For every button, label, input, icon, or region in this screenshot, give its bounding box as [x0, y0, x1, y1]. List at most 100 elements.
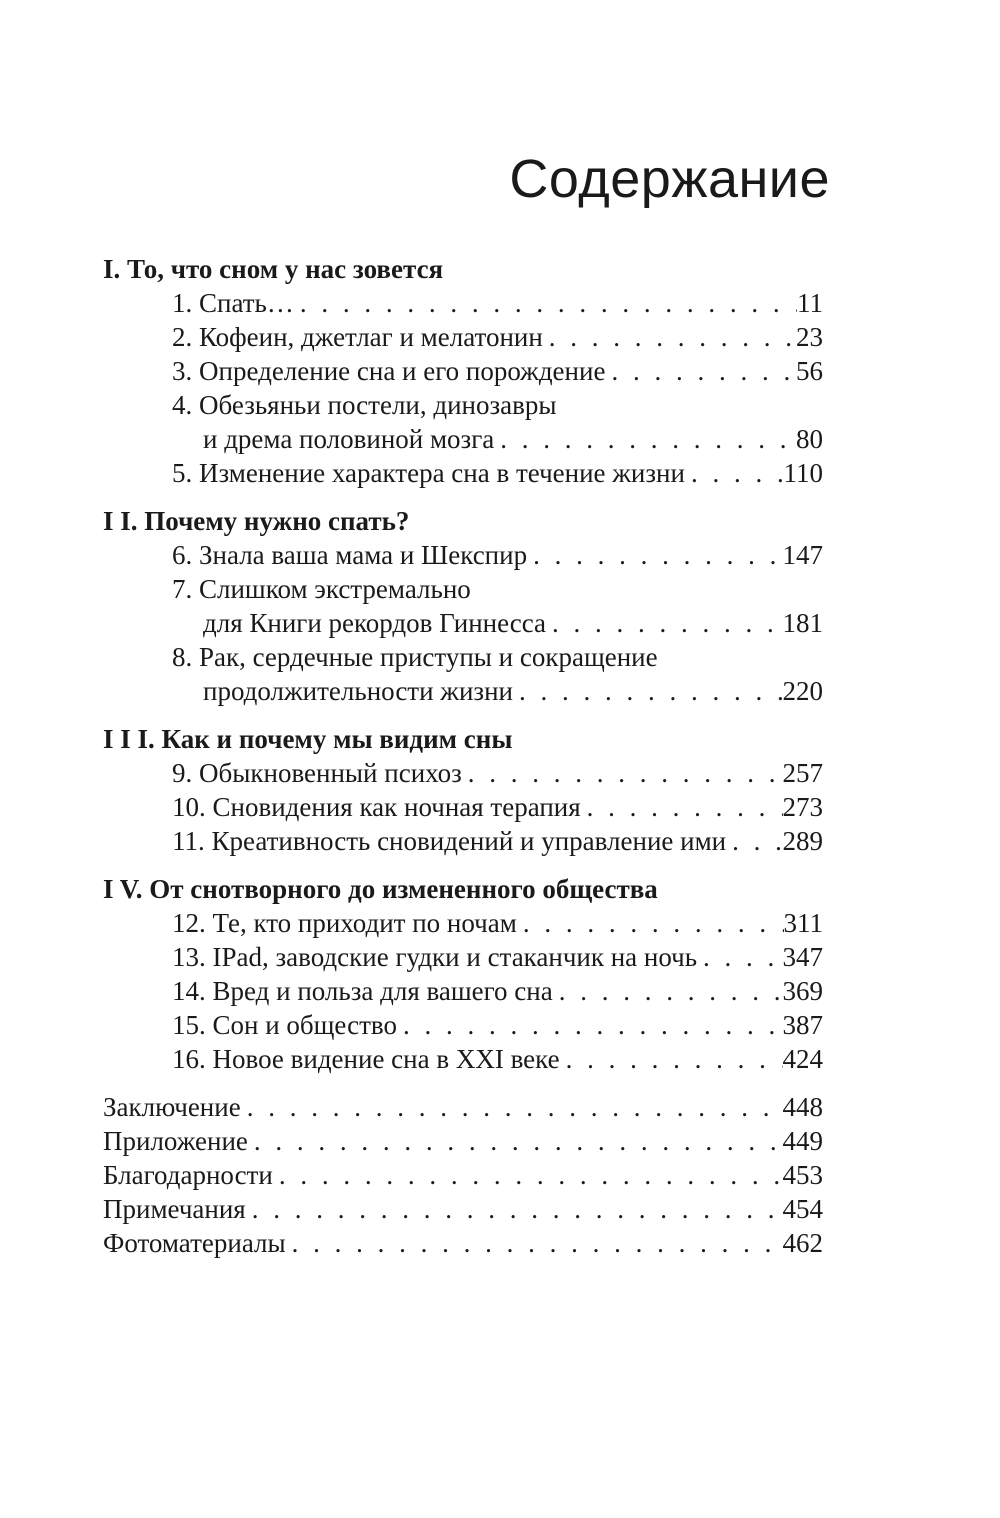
- toc-entry: 5. Изменение характера сна в течение жиз…: [103, 456, 823, 490]
- entry-title: для Книги рекордов Гиннесса: [203, 608, 547, 638]
- entry-title: 10. Сновидения как ночная терапия: [172, 792, 581, 822]
- toc-entry: 1. Спать… . . . . . . . . . . . . . . . …: [103, 286, 823, 320]
- entry-title: 7. Слишком экстремально: [172, 574, 471, 604]
- page-number: 289: [782, 826, 824, 856]
- entry-title: 1. Спать…: [172, 288, 294, 318]
- dot-leader: . . . . . . . . . . . . . . . . . . . . …: [558, 976, 783, 1006]
- dot-leader: . . . . . . . . . . . . . . . . . . . . …: [518, 676, 783, 706]
- entry-title: 6. Знала ваша мама и Шекспир: [172, 540, 528, 570]
- toc-entry: Фотоматериалы . . . . . . . . . . . . . …: [103, 1226, 823, 1260]
- page-number: 453: [782, 1160, 824, 1190]
- page-number: 387: [782, 1010, 824, 1040]
- page-number: 454: [782, 1194, 824, 1224]
- page-number: 56: [796, 356, 823, 386]
- page-number: 424: [782, 1044, 824, 1074]
- table-of-contents: I. То, что сном у нас зовется 1. Спать… .…: [103, 252, 823, 1260]
- entry-title: 11. Креативность сновидений и управление…: [172, 826, 727, 856]
- entry-title: Приложение: [103, 1126, 248, 1156]
- toc-entry-first-line: 7. Слишком экстремально: [103, 572, 823, 606]
- page-title: Содержание: [509, 149, 830, 209]
- page-number: 369: [782, 976, 824, 1006]
- toc-entry: 16. Новое видение сна в XXI веке . . . .…: [103, 1042, 823, 1076]
- toc-entry: 12. Те, кто приходит по ночам . . . . . …: [103, 906, 823, 940]
- toc-entry: 10. Сновидения как ночная терапия . . . …: [103, 790, 823, 824]
- entry-title: Примечания: [103, 1194, 246, 1224]
- section-heading: I I I. Как и почему мы видим сны: [103, 724, 513, 754]
- dot-leader: . . . . . . . . . . . . . . . . . . . . …: [253, 1126, 783, 1156]
- section-heading: I I. Почему нужно спать?: [103, 506, 410, 536]
- toc-entry: для Книги рекордов Гиннесса . . . . . . …: [103, 606, 823, 640]
- dot-leader: . . . . . . . . . . . . . . . . . . . . …: [703, 942, 782, 972]
- entry-title: 14. Вред и польза для вашего сна: [172, 976, 553, 1006]
- toc-entry: 9. Обыкновенный психоз . . . . . . . . .…: [103, 756, 823, 790]
- dot-leader: . . . . . . . . . . . . . . . . . . . . …: [251, 1194, 783, 1224]
- entry-title: Фотоматериалы: [103, 1228, 286, 1258]
- toc-entry: продолжительности жизни . . . . . . . . …: [103, 674, 823, 708]
- entry-title: 9. Обыкновенный психоз: [172, 758, 462, 788]
- entry-title: 5. Изменение характера сна в течение жиз…: [172, 458, 685, 488]
- back-matter: Заключение . . . . . . . . . . . . . . .…: [103, 1090, 823, 1260]
- entry-title: 4. Обезьяньи постели, динозавры: [172, 390, 557, 420]
- page-number: 347: [782, 942, 824, 972]
- toc-entry: Благодарности . . . . . . . . . . . . . …: [103, 1158, 823, 1192]
- toc-entry: 2. Кофеин, джетлаг и мелатонин . . . . .…: [103, 320, 823, 354]
- toc-entry: и дрема половиной мозга . . . . . . . . …: [103, 422, 823, 456]
- dot-leader: . . . . . . . . . . . . . . . . . . . . …: [586, 792, 783, 822]
- page-number: 11: [797, 288, 823, 318]
- toc-entry: 13. IPad, заводские гудки и стаканчик на…: [103, 940, 823, 974]
- toc-section: I I I. Как и почему мы видим сны 9. Обыкн…: [103, 722, 823, 858]
- toc-entry: Заключение . . . . . . . . . . . . . . .…: [103, 1090, 823, 1124]
- dot-leader: . . . . . . . . . . . . . . . . . . . . …: [522, 908, 784, 938]
- section-heading: I. То, что сном у нас зовется: [103, 254, 444, 284]
- dot-leader: . . . . . . . . . . . . . . . . . . . . …: [565, 1044, 783, 1074]
- page-number: 80: [796, 424, 823, 454]
- toc-entry: 6. Знала ваша мама и Шекспир . . . . . .…: [103, 538, 823, 572]
- entry-title: Заключение: [103, 1092, 241, 1122]
- page-number: 147: [782, 540, 824, 570]
- dot-leader: . . . . . . . . . . . . . . . . . . . . …: [278, 1160, 783, 1190]
- toc-entry-first-line: 8. Рак, сердечные приступы и сокращение: [103, 640, 823, 674]
- toc-section: I. То, что сном у нас зовется 1. Спать… .…: [103, 252, 823, 490]
- dot-leader: . . . . . . . . . . . . . . . . . . . . …: [548, 322, 796, 352]
- page-number: 257: [782, 758, 824, 788]
- toc-entry: Примечания . . . . . . . . . . . . . . .…: [103, 1192, 823, 1226]
- toc-entry: 15. Сон и общество . . . . . . . . . . .…: [103, 1008, 823, 1042]
- page-number: 181: [782, 608, 824, 638]
- entry-title: 8. Рак, сердечные приступы и сокращение: [172, 642, 658, 672]
- entry-title: 16. Новое видение сна в XXI веке: [172, 1044, 560, 1074]
- page-number: 110: [783, 458, 824, 488]
- entry-title: 15. Сон и общество: [172, 1010, 397, 1040]
- page-number: 462: [782, 1228, 824, 1258]
- page-number: 448: [782, 1092, 824, 1122]
- dot-leader: . . . . . . . . . . . . . . . . . . . . …: [732, 826, 782, 856]
- page-number: 311: [783, 908, 824, 938]
- entry-title: 13. IPad, заводские гудки и стаканчик на…: [172, 942, 698, 972]
- entry-title: 2. Кофеин, джетлаг и мелатонин: [172, 322, 543, 352]
- entry-title: 3. Определение сна и его порождение: [172, 356, 606, 386]
- dot-leader: . . . . . . . . . . . . . . . . . . . . …: [533, 540, 782, 570]
- dot-leader: . . . . . . . . . . . . . . . . . . . . …: [299, 288, 797, 318]
- page-number: 449: [782, 1126, 824, 1156]
- entry-title: 12. Те, кто приходит по ночам: [172, 908, 517, 938]
- entry-title: Благодарности: [103, 1160, 273, 1190]
- dot-leader: . . . . . . . . . . . . . . . . . . . . …: [291, 1228, 783, 1258]
- dot-leader: . . . . . . . . . . . . . . . . . . . . …: [402, 1010, 783, 1040]
- dot-leader: . . . . . . . . . . . . . . . . . . . . …: [500, 424, 796, 454]
- toc-section: I V. От снотворного до измененного общес…: [103, 872, 823, 1076]
- toc-entry: Приложение . . . . . . . . . . . . . . .…: [103, 1124, 823, 1158]
- toc-entry: 14. Вред и польза для вашего сна . . . .…: [103, 974, 823, 1008]
- dot-leader: . . . . . . . . . . . . . . . . . . . . …: [611, 356, 796, 386]
- toc-section: I I. Почему нужно спать? 6. Знала ваша ма…: [103, 504, 823, 708]
- entry-title: продолжительности жизни: [203, 676, 513, 706]
- toc-entry: 11. Креативность сновидений и управление…: [103, 824, 823, 858]
- dot-leader: . . . . . . . . . . . . . . . . . . . . …: [467, 758, 783, 788]
- dot-leader: . . . . . . . . . . . . . . . . . . . . …: [246, 1092, 783, 1122]
- toc-entry-first-line: 4. Обезьяньи постели, динозавры: [103, 388, 823, 422]
- page-number: 23: [796, 322, 823, 352]
- page-number: 273: [782, 792, 824, 822]
- section-heading: I V. От снотворного до измененного общес…: [103, 874, 658, 904]
- dot-leader: . . . . . . . . . . . . . . . . . . . . …: [552, 608, 782, 638]
- toc-entry: 3. Определение сна и его порождение . . …: [103, 354, 823, 388]
- page-number: 220: [782, 676, 824, 706]
- dot-leader: . . . . . . . . . . . . . . . . . . . . …: [690, 458, 784, 488]
